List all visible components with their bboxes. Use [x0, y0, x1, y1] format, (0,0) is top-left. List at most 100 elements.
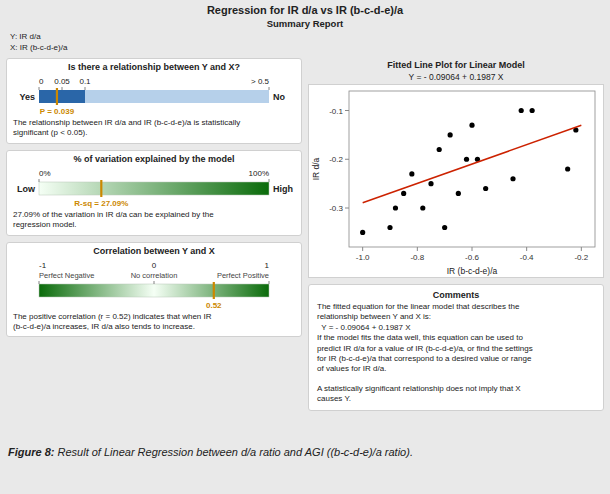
- tick-label: 100%: [249, 169, 269, 178]
- marker-label: P = 0.039: [40, 107, 75, 116]
- gauge-track: [39, 182, 269, 195]
- tick-mark: [269, 179, 270, 182]
- tick-sublabel: Perfect Positive: [217, 271, 269, 280]
- caption-text: Result of Linear Regression between d/a …: [54, 446, 412, 458]
- gauge-title: Is there a relationship between Y and X?: [7, 62, 301, 72]
- y-axis-label: IR d/a: [311, 157, 321, 180]
- gauge-marker: [100, 180, 102, 197]
- gauge-track: [39, 284, 269, 297]
- scatter-point: [401, 191, 406, 196]
- tick-label: 0: [39, 77, 44, 86]
- caption-label: Figure 8:: [8, 446, 54, 458]
- tick-mark: [154, 281, 155, 284]
- tick-mark: [39, 281, 40, 284]
- marker-label: R-sq = 27.09%: [74, 199, 128, 208]
- plot-equation: Y = - 0.09064 + 0.1987 X: [308, 72, 604, 82]
- caption: Figure 8: Result of Linear Regression be…: [8, 446, 604, 458]
- gauge-card: Correlation between Y and X -1Perfect Neg…: [6, 242, 302, 338]
- info-label: Y: IR d/a: [10, 32, 41, 41]
- x-tick: [581, 247, 582, 251]
- scatter-point: [442, 225, 447, 230]
- scatter-plot: -1.0-0.8-0.6-0.4-0.2-0.3-0.2-0.1IR (b-c-…: [308, 84, 604, 278]
- gauge: -1Perfect Negative 0No correlation 1Perfec…: [7, 258, 301, 312]
- tick-sublabel: Perfect Negative: [39, 271, 94, 280]
- marker-label: 0.52: [206, 301, 222, 310]
- x-tick: [362, 247, 363, 251]
- tick-sublabel: No correlation: [131, 271, 178, 280]
- comments-title: Comments: [309, 290, 603, 300]
- gauge-title: % of variation explained by the model: [7, 154, 301, 164]
- x-tick-label: -0.6: [465, 253, 479, 262]
- scatter-point: [565, 166, 570, 171]
- tick-mark: [269, 281, 270, 284]
- scatter-point: [393, 205, 398, 210]
- subtitle: Summary Report: [0, 18, 610, 29]
- end-label: No: [273, 92, 285, 102]
- tick-mark: [39, 87, 40, 90]
- description: 27.09% of the variation in IR d/a can be…: [7, 210, 301, 235]
- title: Regression for IR d/a vs IR (b-c-d-e)/a: [0, 4, 610, 16]
- end-label: High: [273, 183, 293, 193]
- x-tick-label: -0.2: [574, 253, 588, 262]
- tick-label: 0.1: [79, 77, 91, 86]
- tick-mark: [85, 87, 86, 90]
- gauge-marker: [56, 88, 58, 105]
- comments-box: Comments The fitted equation for the line…: [308, 284, 604, 411]
- x-tick: [526, 247, 527, 251]
- scatter-point: [483, 186, 488, 191]
- y-tick-label: -0.1: [329, 107, 343, 116]
- tick-label: 0.05: [54, 77, 70, 86]
- plot-title: Fitted Line Plot for Linear Model: [308, 60, 604, 70]
- scatter-point: [510, 176, 515, 181]
- scatter-point: [437, 147, 442, 152]
- gauge: 0% 100% Low High R-sq = 27.09%: [7, 166, 301, 210]
- comments-text: Y = - 0.09064 + 0.1987 X: [309, 323, 603, 333]
- x-tick: [472, 247, 473, 251]
- right-column: Fitted Line Plot for Linear Model Y = - 0…: [308, 58, 604, 411]
- x-tick: [417, 247, 418, 251]
- tick-label: 0%: [39, 169, 51, 178]
- scatter-point: [428, 181, 433, 186]
- y-tick: [345, 208, 349, 209]
- tick-label: 0: [152, 261, 157, 270]
- end-label: Yes: [19, 92, 35, 102]
- plot-marks: [360, 108, 581, 235]
- tick-label: -1: [39, 261, 47, 270]
- gauge-track: [39, 90, 269, 103]
- scatter-point: [464, 157, 469, 162]
- tick-label: > 0.5: [251, 77, 270, 86]
- scatter-point: [519, 108, 524, 113]
- scatter-point: [387, 225, 392, 230]
- y-tick: [345, 159, 349, 160]
- y-tick-label: -0.2: [329, 155, 343, 164]
- tick-mark: [269, 87, 270, 90]
- x-tick-label: -1.0: [356, 253, 370, 262]
- comments-text: The fitted equation for the linear model…: [309, 302, 603, 323]
- end-label: Low: [17, 183, 36, 193]
- scatter-point: [409, 171, 414, 176]
- comments-text: If the model fits the data well, this eq…: [309, 333, 603, 375]
- scatter-point: [469, 123, 474, 128]
- description: The positive correlation (r = 0.52) indi…: [7, 312, 301, 337]
- y-tick: [345, 110, 349, 111]
- y-tick-label: -0.3: [329, 204, 343, 213]
- x-tick-label: -0.4: [520, 253, 534, 262]
- description: The relationship between IR d/a and IR (…: [7, 118, 301, 143]
- fit-line: [363, 125, 582, 202]
- gauge: 0 0.05 0.1 > 0.5 Yes No P = 0.039: [7, 74, 301, 118]
- plot-frame: [349, 91, 595, 247]
- scatter-point: [420, 205, 425, 210]
- scatter-point: [530, 108, 535, 113]
- scatter-point: [456, 191, 461, 196]
- x-axis-label: IR (b-c-d-e)/a: [447, 266, 498, 276]
- scatter-point: [360, 230, 365, 235]
- left-column: Is there a relationship between Y and X?…: [6, 58, 302, 343]
- gauge-title: Correlation between Y and X: [7, 246, 301, 256]
- tick-label: 1: [265, 261, 270, 270]
- scatter-point: [448, 132, 453, 137]
- tick-mark: [39, 179, 40, 182]
- gauge-card: % of variation explained by the model 0% 1…: [6, 150, 302, 236]
- gauge-marker: [213, 282, 215, 299]
- tick-mark: [62, 87, 63, 90]
- comments-text: A statistically significant relationship…: [309, 384, 603, 405]
